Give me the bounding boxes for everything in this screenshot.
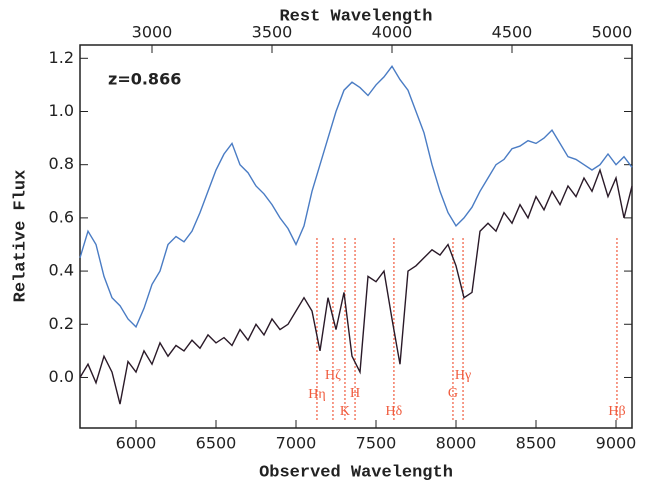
x-tick-label: 6500: [196, 434, 237, 453]
spectral-line-label: Hβ: [608, 404, 625, 419]
spectral-line-label: Hζ: [325, 368, 341, 383]
y-tick-label: 0.2: [49, 314, 74, 333]
x2-tick-label: 5000: [592, 23, 633, 42]
x-tick-label: 8500: [516, 434, 557, 453]
y-tick-label: 0.6: [49, 207, 74, 226]
y-tick-label: 1.2: [49, 48, 74, 67]
x2-tick-label: 4500: [492, 23, 533, 42]
x2-tick-label: 3500: [252, 23, 293, 42]
spectral-line-label: K: [340, 404, 350, 419]
x-tick-label: 8000: [436, 434, 477, 453]
spectral-line-label: Hδ: [386, 404, 403, 419]
plot-frame: [79, 44, 633, 429]
annotation: z=0.866: [108, 70, 181, 89]
x2-tick-label: 4000: [372, 23, 413, 42]
y-axis-title: Relative Flux: [11, 170, 30, 303]
x2-axis-title: Rest Wavelength: [279, 7, 432, 26]
x-tick-label: 7000: [276, 434, 317, 453]
spectral-line-label: H: [350, 386, 360, 401]
x-axis-title: Observed Wavelength: [259, 463, 453, 482]
x2-tick-label: 3000: [132, 23, 173, 42]
x-tick-label: 6000: [116, 434, 157, 453]
y-tick-label: 1.0: [49, 101, 74, 120]
series-line: [79, 65, 633, 329]
spectral-line-label: Hγ: [455, 368, 471, 383]
series-line: [79, 167, 633, 405]
y-tick-label: 0.0: [49, 367, 74, 386]
x-tick-label: 7500: [356, 434, 397, 453]
y-tick-label: 0.4: [49, 261, 74, 280]
y-tick-label: 0.8: [49, 154, 74, 173]
spectral-line-label: G: [448, 386, 458, 401]
spectral-line-label: Hη: [308, 387, 325, 402]
x-tick-label: 9000: [596, 434, 637, 453]
